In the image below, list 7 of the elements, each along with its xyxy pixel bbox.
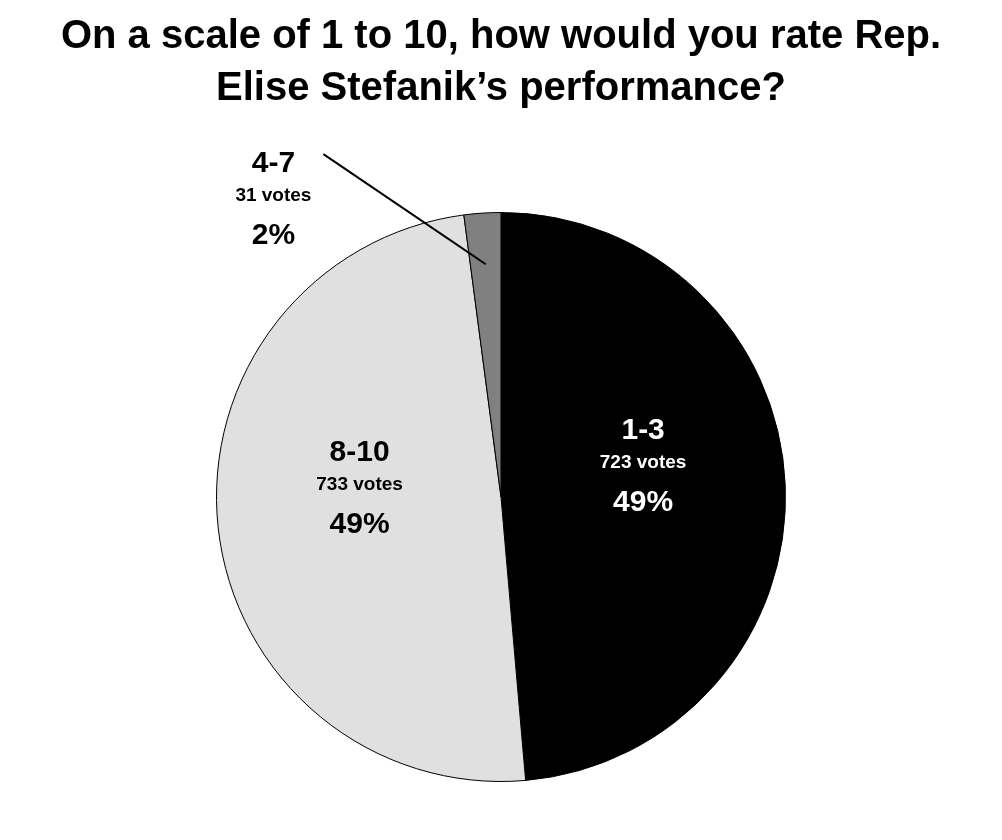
- chart-title: On a scale of 1 to 10, how would you rate Rep. Elise Stefanik’s performance?: [59, 11, 943, 110]
- data-label: 723 votes 49%: [599, 451, 687, 518]
- slice-label: 4-7: [251, 145, 296, 179]
- data-label: 31 votes 2%: [235, 184, 312, 251]
- data-label: 733 votes 49%: [316, 472, 403, 539]
- slice-label: 1-3: [621, 412, 665, 446]
- slice-label: 8-10: [329, 433, 390, 467]
